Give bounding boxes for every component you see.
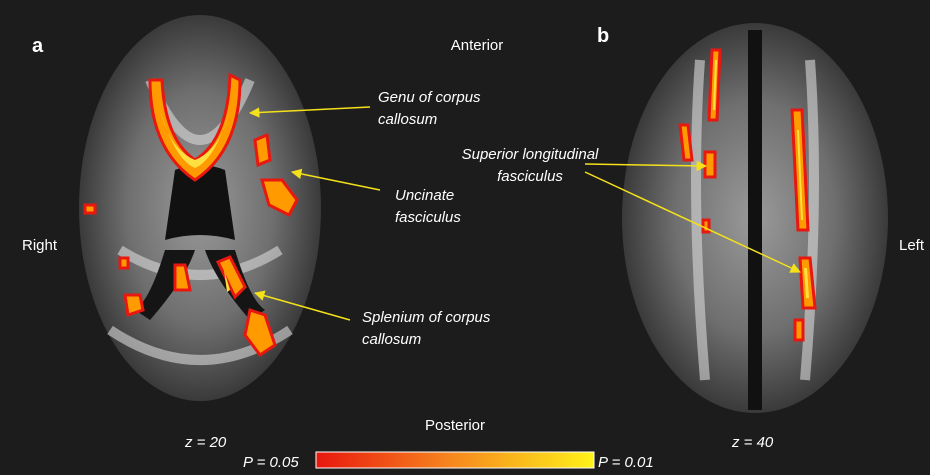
panel-label: a [32, 35, 44, 57]
brain-b [622, 23, 888, 413]
arrow [248, 106, 371, 118]
orientation-label: Anterior [451, 37, 504, 54]
orientation-label: Posterior [425, 417, 485, 434]
slice-label: z = 20 [184, 434, 227, 451]
arrow [584, 160, 708, 172]
arrow [253, 290, 351, 321]
colorbar [315, 451, 595, 469]
colorbar-label: P = 0.01 [598, 454, 654, 471]
orientation-label: Left [899, 237, 925, 254]
annotation: Genu of corpus callosum [378, 89, 481, 128]
annotation: Superior longitudinal fasciculus [462, 146, 599, 185]
arrow [584, 171, 801, 273]
colorbar-label: P = 0.05 [243, 454, 299, 471]
slice-label: z = 40 [731, 434, 774, 451]
panel-label: b [597, 25, 609, 47]
arrow [290, 168, 381, 191]
annotation: Uncinate fasciculus [395, 187, 461, 226]
brain-a [79, 15, 321, 401]
annotation: Splenium of corpus callosum [362, 309, 491, 348]
orientation-label: Right [22, 237, 58, 254]
